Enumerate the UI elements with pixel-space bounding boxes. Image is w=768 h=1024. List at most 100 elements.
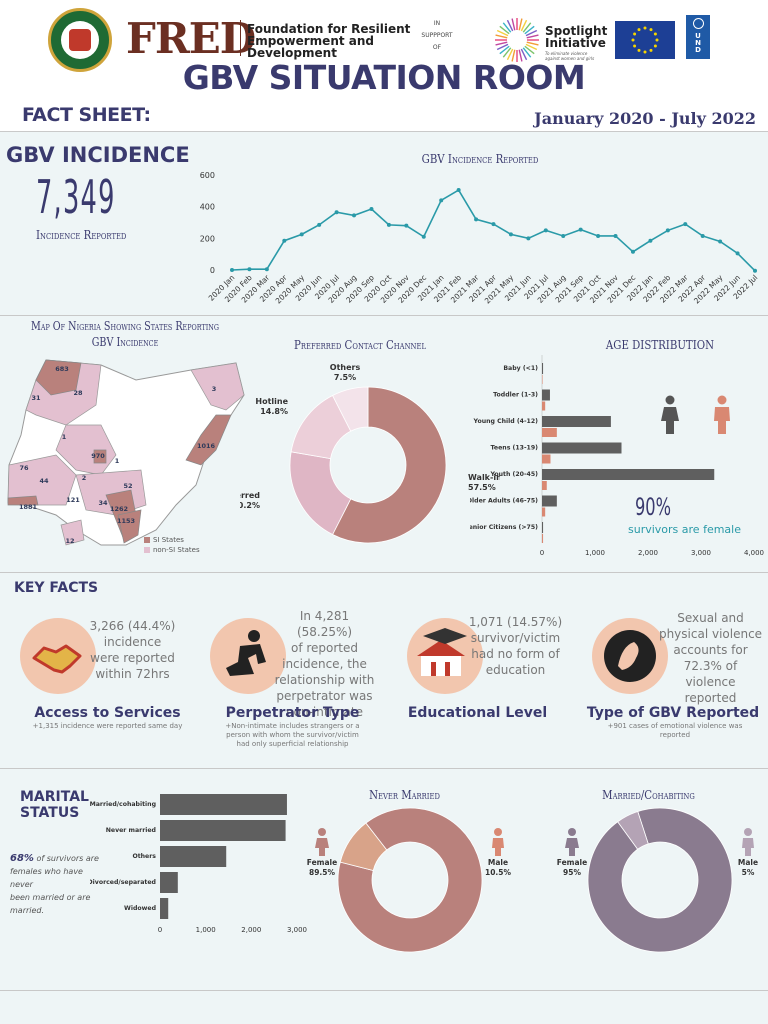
fred-fullname: Foundation for Resilient Empowerment and…	[247, 22, 411, 60]
spotlight-ray	[499, 25, 510, 35]
married-title: Married/Cohabiting	[602, 788, 695, 802]
eu-star-icon	[637, 28, 641, 32]
eu-star-icon	[643, 50, 647, 54]
age-xtick: 2,000	[638, 549, 658, 557]
line-ytick: 400	[200, 203, 215, 212]
line-point	[491, 222, 496, 227]
marital-xtick: 0	[158, 926, 162, 934]
marital-category: Never married	[106, 827, 156, 834]
age-xtick: 0	[540, 549, 544, 557]
keyfact-perpetrator-text: In 4,281 (58.25%) of reported incidence, t…	[274, 609, 375, 719]
contact-slice	[332, 386, 447, 544]
age-category: Toddler (1-3)	[493, 392, 538, 399]
line-point	[404, 223, 409, 228]
map-state-label: 3	[212, 385, 217, 393]
age-xtick: 1,000	[585, 549, 605, 557]
line-point	[282, 238, 287, 243]
non-si-swatch	[144, 547, 150, 553]
line-point	[700, 233, 705, 238]
page-title: GBV SITUATION ROOM	[182, 58, 586, 97]
never-married-title: Never Married	[369, 788, 440, 802]
spotlight-ray	[522, 47, 532, 58]
age-category: Senior Citizens (>75)	[470, 524, 538, 531]
keyfact-education-title: Educational Level	[407, 705, 548, 721]
spotlight-ray	[524, 45, 535, 55]
keyfact-gbv-type-note: +901 cases of emotional violence was repo…	[607, 722, 743, 739]
map-state-label: 44	[39, 477, 49, 485]
keyfact-perpetrator-title: Perpetrator Type	[225, 705, 360, 721]
keyfact-perpetrator-note: +Non-intimate includes strangers or a per…	[225, 722, 360, 748]
line-point	[596, 233, 601, 238]
age-bar-chart: Baby (<1) Toddler (1-3) Young Child (4-12)…	[470, 355, 764, 557]
age-bar-male	[542, 375, 543, 384]
eu-star-icon	[633, 44, 637, 48]
line-point	[718, 239, 723, 244]
age-chart-title: AGE DISTRIBUTION	[605, 338, 715, 352]
contact-pct: 20.2%	[240, 501, 260, 510]
graduation-cap-icon	[423, 628, 467, 644]
gender-pct-male: 5%	[742, 868, 755, 877]
spotlight-ray	[495, 41, 508, 46]
map-state-label: 1881	[19, 503, 38, 511]
map-state-label: 970	[91, 452, 105, 460]
nm-svg-slice	[337, 807, 483, 953]
spotlight-tagline: To eliminate violence against women and …	[545, 51, 595, 61]
marital-xtick: 3,000	[287, 926, 307, 934]
marital-category: Divorced/separated	[90, 879, 156, 886]
gender-pct-female: 95%	[563, 868, 581, 877]
map-region-683	[35, 359, 82, 396]
report-period: January 2020 - July 2022	[534, 109, 756, 128]
contact-pct: 14.8%	[260, 407, 288, 416]
map-state-label: 76	[19, 464, 29, 472]
line-point	[665, 228, 670, 233]
contact-label: Walk-in	[468, 473, 500, 482]
keyfact-gbv-type-text: Sexual and physical violence accounts for 7…	[658, 611, 763, 705]
line-point	[230, 268, 234, 272]
male-figure-icon	[714, 395, 730, 434]
marital-bar	[160, 846, 227, 867]
spotlight-ray	[511, 49, 516, 62]
spotlight-ray	[522, 22, 532, 33]
un-emblem-icon	[692, 18, 704, 29]
line-ytick: 0	[210, 266, 215, 275]
spotlight-ray	[525, 43, 538, 51]
map-state-label: 1	[115, 457, 120, 465]
map-state-label: 52	[123, 482, 132, 490]
gbv-type-icon-circle	[592, 618, 668, 694]
age-bar-male	[542, 401, 546, 411]
marital-bar	[160, 794, 287, 815]
map-state-label: 121	[66, 496, 80, 504]
education-icon-circle	[407, 618, 483, 694]
spotlight-ray	[496, 29, 509, 37]
line-point	[526, 236, 531, 241]
map-region-12	[60, 519, 85, 546]
line-point	[439, 198, 444, 203]
eu-star-icon	[649, 48, 653, 52]
age-category: Teens (13-19)	[491, 445, 539, 452]
eu-flag-icon	[615, 21, 675, 59]
incidence-total-label: Incidence Reported	[36, 228, 127, 242]
key-facts-heading: KEY FACTS	[14, 580, 99, 596]
map-title: Map Of Nigeria Showing States Reporting …	[31, 319, 219, 349]
spotlight-ray	[520, 48, 528, 61]
map-region-1153	[117, 509, 142, 544]
line-point	[474, 217, 479, 222]
line-point	[683, 222, 688, 227]
line-ytick: 600	[200, 171, 215, 180]
age-category: Older Adults (46-75)	[470, 498, 538, 505]
line-point	[421, 234, 426, 239]
fred-logo: FRED	[126, 14, 256, 63]
map-state-label: 28	[73, 389, 83, 397]
keyfact-access-note: +1,315 incidence were reported same day	[32, 722, 183, 730]
handshake-icon	[32, 644, 82, 674]
undp-logo: U N D	[686, 15, 710, 59]
line-point	[247, 267, 252, 272]
line-point	[299, 232, 304, 237]
spotlight-ray	[524, 25, 535, 35]
line-point	[352, 213, 357, 218]
contact-chart-title: Preferred Contact Channel	[294, 338, 426, 352]
keyfact-gbv-type-title: Type of GBV Reported	[586, 705, 760, 721]
spotlight-name: Spotlight Initiative	[545, 24, 608, 50]
